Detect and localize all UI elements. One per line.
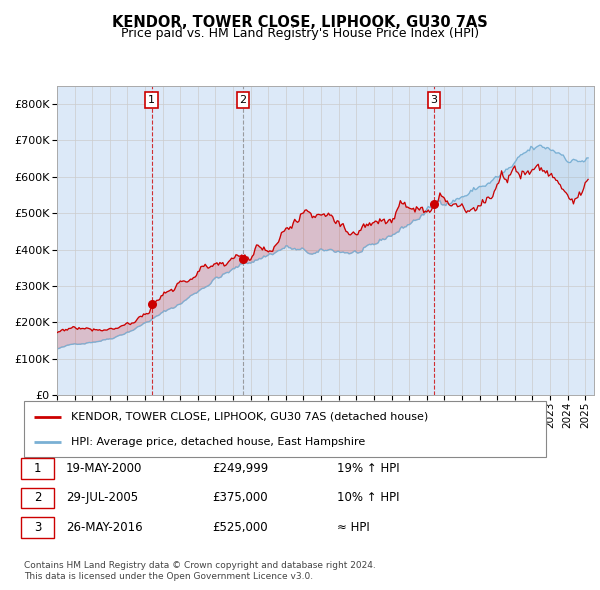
- Text: 10% ↑ HPI: 10% ↑ HPI: [337, 491, 400, 504]
- Text: £249,999: £249,999: [212, 462, 268, 475]
- Text: 19-MAY-2000: 19-MAY-2000: [66, 462, 142, 475]
- Text: 3: 3: [430, 95, 437, 105]
- Text: 1: 1: [34, 462, 41, 475]
- Text: £375,000: £375,000: [212, 491, 268, 504]
- Text: 19% ↑ HPI: 19% ↑ HPI: [337, 462, 400, 475]
- FancyBboxPatch shape: [22, 458, 54, 478]
- Text: This data is licensed under the Open Government Licence v3.0.: This data is licensed under the Open Gov…: [24, 572, 313, 581]
- FancyBboxPatch shape: [22, 488, 54, 508]
- FancyBboxPatch shape: [22, 517, 54, 537]
- Text: 1: 1: [148, 95, 155, 105]
- Text: KENDOR, TOWER CLOSE, LIPHOOK, GU30 7AS: KENDOR, TOWER CLOSE, LIPHOOK, GU30 7AS: [112, 15, 488, 30]
- Text: 2: 2: [34, 491, 41, 504]
- Text: HPI: Average price, detached house, East Hampshire: HPI: Average price, detached house, East…: [71, 437, 365, 447]
- Text: Contains HM Land Registry data © Crown copyright and database right 2024.: Contains HM Land Registry data © Crown c…: [24, 560, 376, 569]
- Text: Price paid vs. HM Land Registry's House Price Index (HPI): Price paid vs. HM Land Registry's House …: [121, 27, 479, 40]
- Text: ≈ HPI: ≈ HPI: [337, 521, 370, 534]
- Text: 26-MAY-2016: 26-MAY-2016: [66, 521, 142, 534]
- FancyBboxPatch shape: [24, 401, 546, 457]
- Text: 2: 2: [239, 95, 247, 105]
- Text: 29-JUL-2005: 29-JUL-2005: [66, 491, 138, 504]
- Text: KENDOR, TOWER CLOSE, LIPHOOK, GU30 7AS (detached house): KENDOR, TOWER CLOSE, LIPHOOK, GU30 7AS (…: [71, 412, 428, 422]
- Text: 3: 3: [34, 521, 41, 534]
- Text: £525,000: £525,000: [212, 521, 268, 534]
